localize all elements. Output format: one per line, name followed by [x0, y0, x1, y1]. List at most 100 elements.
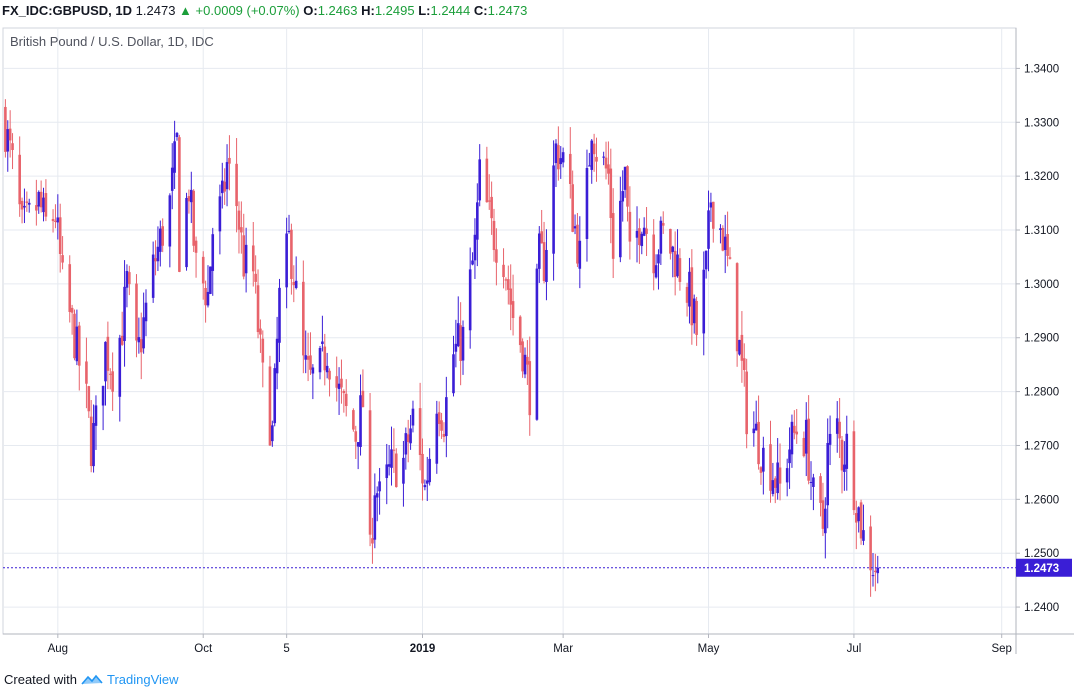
candle-body	[604, 157, 608, 169]
candle-body	[838, 421, 841, 439]
x-tick-label: Aug	[48, 643, 68, 655]
candle-body	[568, 153, 572, 184]
last-price: 1.2473	[135, 3, 176, 18]
price-chart[interactable]: 1.3400 1.3300 1.3200 1.3100 1.3000 1.2900 1.28…	[0, 22, 1074, 664]
candle-body	[94, 405, 98, 426]
candle-body	[287, 230, 291, 232]
x-tick-label: May	[698, 643, 720, 655]
x-tick-label: Sep	[991, 643, 1011, 655]
candle-body	[209, 266, 212, 294]
y-tick-label: 1.2600	[1024, 494, 1059, 506]
candle-body	[311, 367, 315, 374]
candle-body	[659, 220, 663, 254]
candle-body	[251, 245, 255, 272]
candle-body	[89, 416, 93, 467]
close-label: C:	[473, 3, 488, 18]
candle-body	[428, 458, 431, 483]
candle-body	[104, 341, 107, 382]
y-tick-label: 1.2900	[1024, 333, 1059, 345]
tradingview-link[interactable]: TradingView	[106, 672, 179, 687]
candle-body	[194, 240, 198, 253]
candle-body	[42, 197, 45, 213]
candle-body	[304, 355, 308, 360]
candle-body	[807, 418, 810, 481]
candle-body	[371, 538, 374, 544]
candle-body	[390, 449, 393, 468]
candle-body	[828, 433, 832, 445]
candle-body	[492, 220, 496, 251]
candle-body	[259, 328, 262, 335]
candle-body	[845, 433, 849, 469]
candle-body	[159, 228, 162, 252]
symbol-info-bar: FX_IDC:GBPUSD, 1D 1.2473 ▲ +0.0009 (+0.0…	[0, 0, 1074, 22]
candle-body	[106, 336, 110, 371]
candle-body	[185, 197, 188, 268]
candle-body	[585, 168, 589, 239]
candle-body	[425, 480, 429, 484]
candle-body	[571, 184, 574, 232]
close-value: 1.2473	[487, 3, 528, 18]
candle-body	[745, 371, 748, 435]
candle-body	[769, 444, 772, 491]
candle-body	[235, 163, 238, 207]
candle-body	[223, 181, 226, 192]
candle-body	[504, 279, 508, 281]
candle-body	[778, 467, 782, 484]
candle-body	[385, 464, 389, 479]
candle-body	[726, 234, 729, 256]
candle-body	[178, 137, 181, 272]
candle-body	[173, 141, 176, 173]
candle-body	[635, 230, 639, 238]
candle-body	[709, 202, 713, 208]
plot-area[interactable]	[2, 27, 1017, 635]
candle-body	[557, 145, 560, 170]
candle-body	[819, 476, 822, 503]
candle-body	[442, 433, 446, 437]
candle-body	[735, 263, 739, 352]
candle-body	[523, 354, 527, 375]
candle-body	[776, 462, 779, 494]
candle-body	[244, 244, 248, 274]
symbol-label[interactable]: FX_IDC:GBPUSD, 1D	[2, 3, 133, 18]
candle-body	[394, 453, 398, 488]
candle-body	[626, 166, 629, 207]
candle-body	[170, 167, 174, 191]
change-value: +0.0009 (+0.07%)	[195, 3, 300, 18]
candle-body	[790, 421, 794, 455]
candle-body	[840, 439, 844, 471]
candle-body	[111, 371, 114, 392]
candle-body	[592, 143, 596, 155]
candle-body	[573, 226, 577, 229]
candle-body	[256, 285, 260, 333]
candle-body	[535, 268, 539, 420]
candle-body	[123, 286, 126, 341]
candle-body	[237, 210, 241, 230]
candle-body	[75, 326, 79, 362]
candle-body	[368, 410, 372, 535]
candle-body	[771, 480, 775, 494]
candle-body	[11, 143, 14, 151]
candle-body	[657, 254, 660, 264]
candle-body	[757, 421, 760, 465]
candle-body	[151, 254, 155, 298]
y-tick-label: 1.2800	[1024, 387, 1059, 399]
candle-body	[361, 390, 365, 408]
candle-body	[56, 217, 60, 223]
open-label: O:	[303, 3, 318, 18]
candle-body	[874, 570, 877, 573]
candle-body	[294, 280, 298, 288]
candle-body	[473, 234, 477, 261]
candle-body	[306, 356, 310, 360]
candle-body	[855, 513, 858, 523]
candle-body	[292, 281, 296, 286]
candle-body	[588, 165, 591, 167]
candle-body	[421, 453, 424, 484]
candle-body	[690, 267, 694, 326]
candle-body	[704, 250, 708, 270]
candle-body	[487, 200, 491, 202]
candle-body	[168, 195, 172, 247]
candle-body	[688, 271, 691, 307]
y-tick-label: 1.3300	[1024, 117, 1059, 129]
candle-body	[711, 201, 715, 229]
candle-body	[862, 530, 865, 541]
